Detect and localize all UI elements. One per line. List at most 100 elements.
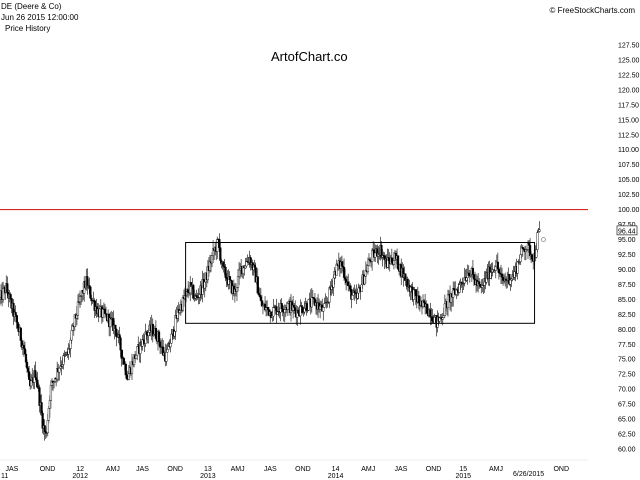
candle-body xyxy=(442,315,445,318)
candle-body xyxy=(340,261,344,267)
candle-body xyxy=(519,254,522,262)
x-tick-label: OND xyxy=(40,466,56,473)
candle-body xyxy=(387,257,390,262)
candle-body xyxy=(527,242,531,246)
candle-body xyxy=(224,267,227,278)
candle-body xyxy=(433,316,436,324)
candle-body xyxy=(374,252,377,258)
candle-body xyxy=(366,265,370,273)
candle-body xyxy=(497,268,501,274)
candle-body xyxy=(9,293,12,299)
y-tick-label: 82.50 xyxy=(618,312,636,319)
candle-body xyxy=(69,339,72,349)
candle-body xyxy=(347,281,350,286)
watermark-label: ArtofChart.co xyxy=(271,49,348,64)
candle-body xyxy=(218,239,221,248)
candle-body xyxy=(166,349,169,353)
overlays-layer xyxy=(0,208,588,324)
candle-body xyxy=(222,261,225,267)
candle-body xyxy=(357,287,360,294)
x-tick-label: JAS xyxy=(136,466,149,473)
y-tick-label: 92.50 xyxy=(618,252,636,259)
x-year-label: 2014 xyxy=(328,473,344,480)
y-axis: 60.00 62.50 65.00 67.50 70.00 72.50 75.00 77.50… xyxy=(616,42,640,454)
y-tick-label: 85.00 xyxy=(618,297,636,304)
x-year-label: 2015 xyxy=(455,473,471,480)
candle-body xyxy=(332,277,335,288)
candle-body xyxy=(494,266,497,271)
symbol-title: DE (Deere & Co) xyxy=(1,2,62,11)
candle-body xyxy=(124,363,127,376)
x-axis: JAS OND 12 AMJ JAS OND 13 AMJ JAS OND 14 AMJ JAS OND 1… xyxy=(0,459,588,480)
candle-body xyxy=(46,420,49,434)
candle-body xyxy=(496,261,499,270)
candle-body xyxy=(328,287,331,303)
candle-body xyxy=(244,265,247,269)
candle-body xyxy=(181,297,185,311)
candle-body xyxy=(88,285,91,288)
y-tick-label: 105.00 xyxy=(618,177,640,184)
candle-body xyxy=(6,283,9,293)
candle-body xyxy=(417,295,420,303)
candle-body xyxy=(157,331,161,343)
x-year-label: 2012 xyxy=(72,473,88,480)
candle-body xyxy=(19,327,22,341)
candle-body xyxy=(169,343,172,348)
candle-body xyxy=(323,303,326,308)
candle-body xyxy=(114,324,117,330)
candle-body xyxy=(360,284,363,292)
candle-body xyxy=(465,277,468,281)
candle-body xyxy=(237,269,241,277)
candle-body xyxy=(305,303,308,311)
candle-body xyxy=(535,249,538,258)
x-tick-label: AMJ xyxy=(231,466,245,473)
candle-body xyxy=(192,285,195,299)
candle-body xyxy=(280,303,283,310)
candle-body xyxy=(43,425,46,433)
y-tick-label: 67.50 xyxy=(618,402,636,409)
brand-label[interactable]: © FreeStockCharts.com xyxy=(549,6,635,15)
candle-body xyxy=(78,296,82,303)
candle-body xyxy=(356,292,359,299)
candle-body xyxy=(297,309,300,314)
candle-body xyxy=(293,304,296,308)
y-tick-label: 110.00 xyxy=(618,147,639,154)
candle-body xyxy=(119,337,122,351)
candle-body xyxy=(271,315,274,318)
candle-body xyxy=(219,247,222,261)
candle-body xyxy=(441,317,444,320)
x-tick-label: 14 xyxy=(332,466,340,473)
candle-body xyxy=(429,309,432,318)
y-tick-label: 65.00 xyxy=(618,417,636,424)
candle-body xyxy=(25,362,29,369)
candle-body xyxy=(267,307,270,310)
candle-body xyxy=(145,331,148,335)
y-tick-label: 77.50 xyxy=(618,342,636,349)
y-tick-label: 122.50 xyxy=(618,72,640,79)
candle-body xyxy=(210,255,214,264)
candle-body xyxy=(28,371,31,380)
candle-body xyxy=(216,238,219,252)
candle-body xyxy=(2,288,5,300)
x-year-label: 11 xyxy=(1,473,8,480)
candle-body xyxy=(471,268,475,275)
last-price-marker xyxy=(541,237,546,242)
candle-body xyxy=(187,289,190,293)
candle-body xyxy=(426,303,429,314)
candle-body xyxy=(89,286,92,299)
candle-body xyxy=(363,276,366,285)
y-tick-label: 75.00 xyxy=(618,357,636,364)
candle-body xyxy=(76,301,80,316)
candle-body xyxy=(322,307,325,312)
x-tick-label: OND xyxy=(167,466,183,473)
y-tick-label: 112.50 xyxy=(618,132,639,139)
candle-body xyxy=(136,346,139,356)
candle-body xyxy=(118,334,121,339)
candle-body xyxy=(478,281,481,285)
candle-body xyxy=(16,321,19,329)
y-tick-label: 70.00 xyxy=(618,387,636,394)
x-tick-label: JAS xyxy=(264,466,277,473)
candle-body xyxy=(342,267,346,278)
candle-body xyxy=(253,264,256,268)
x-tick-label: AMJ xyxy=(361,466,375,473)
